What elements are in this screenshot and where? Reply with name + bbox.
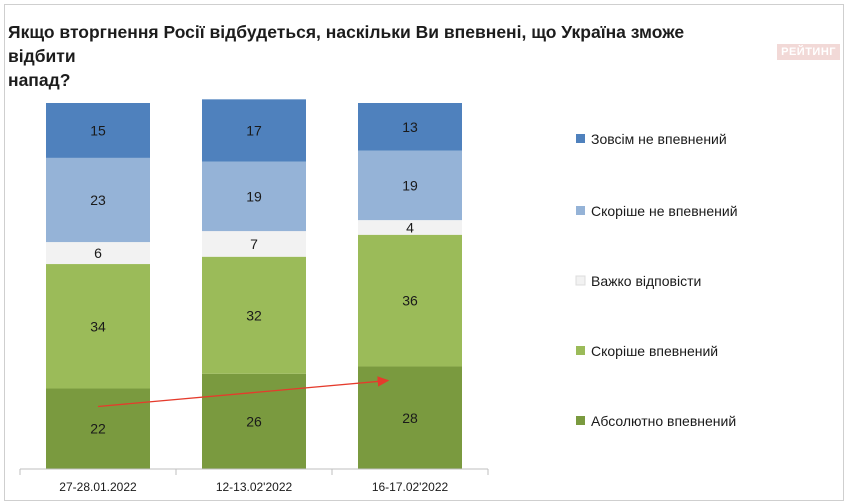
trend-arrow — [97, 376, 390, 408]
bar-segment-s4-c3 — [358, 150, 462, 221]
data-label-s4-c2: 19 — [246, 188, 262, 204]
bar-segment-s5-c2 — [202, 99, 306, 162]
data-label-s2-c3: 36 — [402, 293, 418, 309]
data-label-s1-c3: 28 — [402, 410, 418, 426]
bar-segment-s4-c2 — [202, 161, 306, 232]
legend-label-4: Скоріше впевнений — [591, 343, 718, 359]
bar-segment-s2-c1 — [46, 264, 150, 389]
x-tick-label-3: 16-17.02'2022 — [372, 480, 449, 494]
chart-title: Якщо вторгнення Росії відбудеться, наскі… — [8, 20, 728, 92]
chart-title-line-1: Якщо вторгнення Росії відбудеться, наскі… — [8, 22, 685, 66]
data-label-s4-c1: 23 — [90, 192, 106, 208]
data-label-s5-c1: 15 — [90, 122, 106, 138]
legend-item-3: Важко відповісти — [575, 273, 701, 289]
legend-item-2: Скоріше не впевнений — [576, 203, 738, 219]
bar-segment-s3-c3 — [358, 220, 462, 235]
bar-segment-s3-c2 — [202, 231, 306, 257]
data-label-s5-c3: 13 — [402, 119, 418, 135]
x-tick-label-2: 12-13.02'2022 — [216, 480, 293, 494]
legend-item-4: Скоріше впевнений — [576, 343, 718, 359]
bar-segment-s5-c3 — [358, 103, 462, 151]
bar-segment-s1-c3 — [358, 366, 462, 469]
data-label-s1-c2: 26 — [246, 413, 262, 429]
legend-swatch-3 — [575, 275, 586, 286]
legend-swatch-1 — [576, 134, 585, 143]
legend: Зовсім не впевнений Скоріше не впевнений В… — [575, 131, 738, 429]
legend-label-2: Скоріше не впевнений — [591, 203, 738, 219]
legend-item-5: Абсолютно впевнений — [576, 413, 736, 429]
chart-title-line-2: напад? — [8, 70, 71, 90]
legend-swatch-5 — [576, 416, 585, 425]
data-label-s2-c2: 32 — [246, 307, 262, 323]
data-label-s5-c2: 17 — [246, 122, 262, 138]
legend-swatch-2 — [576, 206, 585, 215]
x-tick-label-1: 27-28.01.2022 — [59, 480, 137, 494]
brand-logo: РЕЙТИНГ — [777, 44, 840, 60]
bar-segment-s1-c1 — [46, 388, 150, 469]
bar-stack-1: 22 34 6 23 15 — [46, 103, 150, 469]
data-label-s4-c3: 19 — [402, 177, 418, 193]
bar-stack-2: 26 32 7 19 17 — [202, 99, 306, 469]
bar-stack-3: 28 36 4 19 13 — [358, 103, 462, 469]
bar-segment-s4-c1 — [46, 157, 150, 243]
bar-segment-s2-c2 — [202, 256, 306, 374]
legend-label-3: Важко відповісти — [591, 273, 701, 289]
bar-segment-s3-c1 — [46, 242, 150, 265]
bars-layer: 22 34 6 23 15 27-28.01.2022 26 32 7 19 17 12-13.02'… — [19, 99, 489, 494]
bar-segment-s2-c3 — [358, 234, 462, 367]
legend-item-1: Зовсім не впевнений — [576, 131, 727, 147]
bar-segment-s5-c1 — [46, 103, 150, 158]
data-label-s3-c1: 6 — [94, 245, 102, 261]
legend-label-5: Абсолютно впевнений — [591, 413, 736, 429]
slide-frame — [4, 4, 844, 501]
data-label-s3-c2: 7 — [250, 236, 258, 252]
data-label-s1-c1: 22 — [90, 421, 106, 437]
data-label-s2-c1: 34 — [90, 318, 106, 334]
legend-swatch-4 — [576, 346, 585, 355]
data-label-s3-c3: 4 — [406, 219, 414, 235]
legend-label-1: Зовсім не впевнений — [591, 131, 727, 147]
